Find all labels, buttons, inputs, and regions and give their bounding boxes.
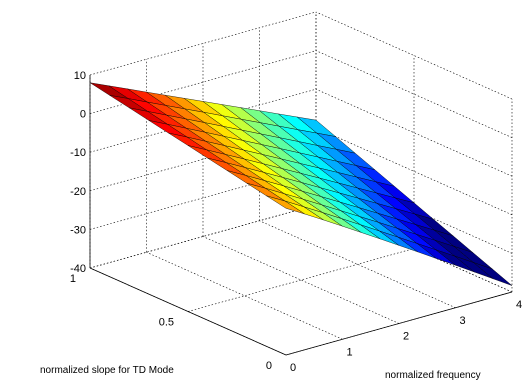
grid-line — [315, 127, 513, 216]
x-tick-label: 3 — [460, 315, 466, 327]
z-tick-label: -40 — [70, 263, 86, 275]
grid-line — [89, 11, 317, 76]
z-tick-label: 0 — [80, 109, 86, 121]
z-tick-label: -10 — [70, 147, 86, 159]
x-tick-label: 1 — [347, 346, 353, 358]
grid-line — [315, 88, 513, 177]
surface-mesh — [89, 82, 513, 286]
grid-line — [315, 50, 513, 138]
surface-patch — [473, 262, 513, 286]
grid-line — [315, 11, 513, 100]
y-tick-label: 0.5 — [159, 317, 174, 329]
grid-line — [89, 88, 317, 153]
x-tick-label: 4 — [516, 299, 522, 311]
x-tick-label: 0 — [290, 362, 296, 374]
grid-line — [146, 251, 343, 340]
grid-line — [89, 166, 317, 230]
grid-line — [89, 127, 317, 192]
grid-line — [202, 236, 400, 324]
y-axis-label: normalized slope for TD Mode — [40, 365, 174, 376]
x-tick-label: 2 — [403, 331, 409, 343]
z-tick-label: 10 — [74, 70, 86, 82]
z-tick-label: -20 — [70, 186, 86, 198]
grid-line — [187, 248, 415, 312]
grid-line — [259, 220, 456, 309]
x-axis-label: normalized frequency — [385, 370, 481, 381]
y-tick-label: 1 — [70, 273, 76, 285]
y-tick-label: 0 — [266, 360, 272, 372]
grid-line — [89, 267, 287, 356]
grid-line — [89, 204, 317, 269]
grid-line — [285, 291, 513, 356]
z-tick-label: -30 — [70, 224, 86, 236]
